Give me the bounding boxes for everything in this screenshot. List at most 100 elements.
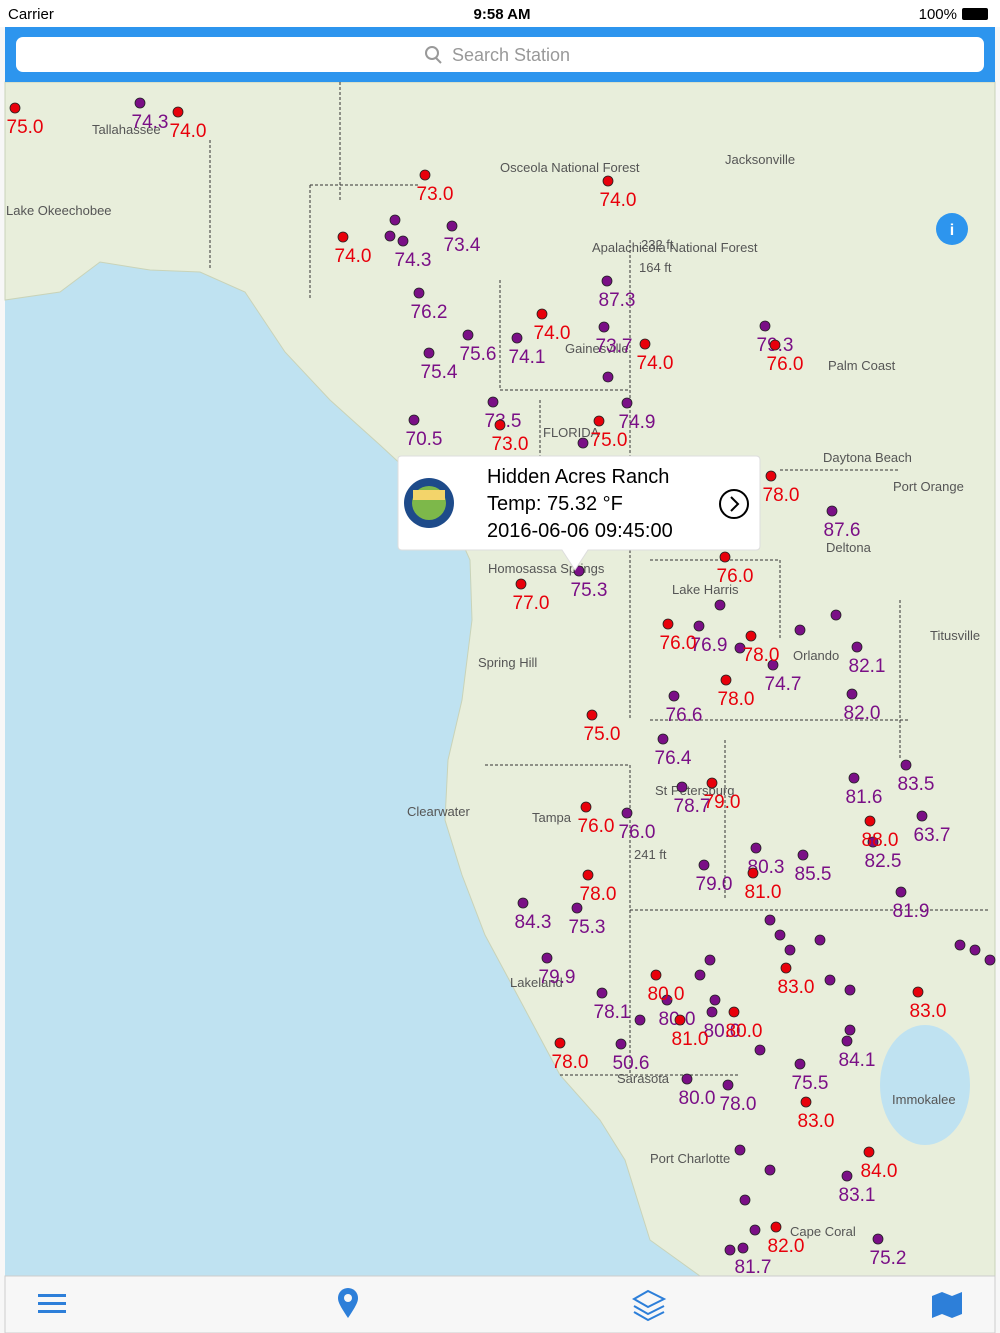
- station-dot[interactable]: [419, 169, 431, 181]
- station-dot[interactable]: [554, 1037, 566, 1049]
- station-dot[interactable]: [602, 175, 614, 187]
- station-dot[interactable]: [515, 578, 527, 590]
- menu-button[interactable]: [38, 1294, 66, 1297]
- station-dot[interactable]: [706, 777, 718, 789]
- station-dot[interactable]: [745, 630, 757, 642]
- clock: 9:58 AM: [474, 6, 531, 23]
- station-dot[interactable]: [728, 1006, 740, 1018]
- place-label: Spring Hill: [478, 655, 537, 670]
- station-dot[interactable]: [598, 321, 610, 333]
- place-label: Apalachicola National Forest: [592, 240, 758, 255]
- station-dot[interactable]: [848, 772, 860, 784]
- station-dot[interactable]: [582, 869, 594, 881]
- info-button[interactable]: [936, 213, 968, 245]
- station-dot[interactable]: [615, 1038, 627, 1050]
- station-dot[interactable]: [863, 1146, 875, 1158]
- menu-button[interactable]: [38, 1310, 66, 1313]
- station-dot[interactable]: [706, 1006, 718, 1018]
- search-field[interactable]: [16, 37, 984, 72]
- station-dot[interactable]: [759, 320, 771, 332]
- station-dot: [814, 934, 826, 946]
- station-temperature: 81.9: [893, 901, 930, 922]
- station-dot[interactable]: [867, 836, 879, 848]
- callout[interactable]: Hidden Acres Ranch Temp: 75.32 °F 2016-0…: [397, 455, 761, 571]
- station-dot[interactable]: [621, 397, 633, 409]
- station-temperature: 88.0: [862, 830, 899, 851]
- station-dot[interactable]: [693, 620, 705, 632]
- station-dot[interactable]: [841, 1035, 853, 1047]
- station-dot[interactable]: [413, 287, 425, 299]
- station-dot[interactable]: [780, 962, 792, 974]
- place-label: Daytona Beach: [823, 450, 912, 465]
- station-dot[interactable]: [800, 1096, 812, 1108]
- station-dot[interactable]: [767, 659, 779, 671]
- station-dot[interactable]: [674, 1014, 686, 1026]
- station-dot[interactable]: [668, 690, 680, 702]
- station-dot[interactable]: [750, 842, 762, 854]
- map-button[interactable]: [932, 1292, 962, 1318]
- layers-button[interactable]: [631, 1289, 667, 1322]
- station-dot[interactable]: [719, 551, 731, 563]
- station-dot[interactable]: [681, 1073, 693, 1085]
- station-dot[interactable]: [408, 414, 420, 426]
- station-dot[interactable]: [494, 419, 506, 431]
- station-dot[interactable]: [747, 867, 759, 879]
- place-label: Port Orange: [893, 479, 964, 494]
- station-dot[interactable]: [580, 801, 592, 813]
- station-dot[interactable]: [895, 886, 907, 898]
- station-dot[interactable]: [698, 859, 710, 871]
- station-dot[interactable]: [794, 1058, 806, 1070]
- station-dot: [969, 944, 981, 956]
- detail-button[interactable]: [719, 489, 749, 519]
- station-dot[interactable]: [462, 329, 474, 341]
- station-dot[interactable]: [9, 102, 21, 114]
- place-label: Tampa: [532, 810, 572, 825]
- station-dot[interactable]: [722, 1079, 734, 1091]
- station-dot[interactable]: [134, 97, 146, 109]
- station-dot[interactable]: [487, 396, 499, 408]
- station-dot[interactable]: [765, 470, 777, 482]
- station-dot[interactable]: [596, 987, 608, 999]
- callout-temperature: Temp: 75.32 °F: [487, 493, 623, 515]
- station-dot[interactable]: [737, 1242, 749, 1254]
- chevron: [730, 496, 740, 512]
- station-dot[interactable]: [662, 618, 674, 630]
- station-dot[interactable]: [872, 1233, 884, 1245]
- station-dot[interactable]: [337, 231, 349, 243]
- station-dot[interactable]: [423, 347, 435, 359]
- station-dot[interactable]: [517, 897, 529, 909]
- station-dot[interactable]: [826, 505, 838, 517]
- station-dot[interactable]: [770, 1221, 782, 1233]
- station-dot[interactable]: [536, 308, 548, 320]
- station-dot[interactable]: [916, 810, 928, 822]
- station-temperature: 80.0: [648, 984, 685, 1005]
- station-dot[interactable]: [593, 415, 605, 427]
- station-dot[interactable]: [601, 275, 613, 287]
- station-dot[interactable]: [639, 338, 651, 350]
- station-temperature: 87.3: [599, 290, 636, 311]
- station-dot[interactable]: [841, 1170, 853, 1182]
- station-dot[interactable]: [172, 106, 184, 118]
- station-dot[interactable]: [657, 733, 669, 745]
- station-dot[interactable]: [661, 994, 673, 1006]
- menu-button[interactable]: [38, 1302, 66, 1305]
- station-dot[interactable]: [912, 986, 924, 998]
- station-temperature: 81.6: [846, 787, 883, 808]
- station-dot[interactable]: [541, 952, 553, 964]
- station-dot[interactable]: [446, 220, 458, 232]
- station-dot[interactable]: [571, 902, 583, 914]
- location-button[interactable]: [338, 1288, 358, 1318]
- station-dot[interactable]: [851, 641, 863, 653]
- station-dot[interactable]: [511, 332, 523, 344]
- station-dot[interactable]: [586, 709, 598, 721]
- station-dot[interactable]: [720, 674, 732, 686]
- station-dot[interactable]: [846, 688, 858, 700]
- station-dot[interactable]: [797, 849, 809, 861]
- station-dot[interactable]: [650, 969, 662, 981]
- station-dot[interactable]: [676, 781, 688, 793]
- station-dot[interactable]: [397, 235, 409, 247]
- station-dot[interactable]: [864, 815, 876, 827]
- station-dot[interactable]: [769, 339, 781, 351]
- station-dot[interactable]: [900, 759, 912, 771]
- station-dot[interactable]: [621, 807, 633, 819]
